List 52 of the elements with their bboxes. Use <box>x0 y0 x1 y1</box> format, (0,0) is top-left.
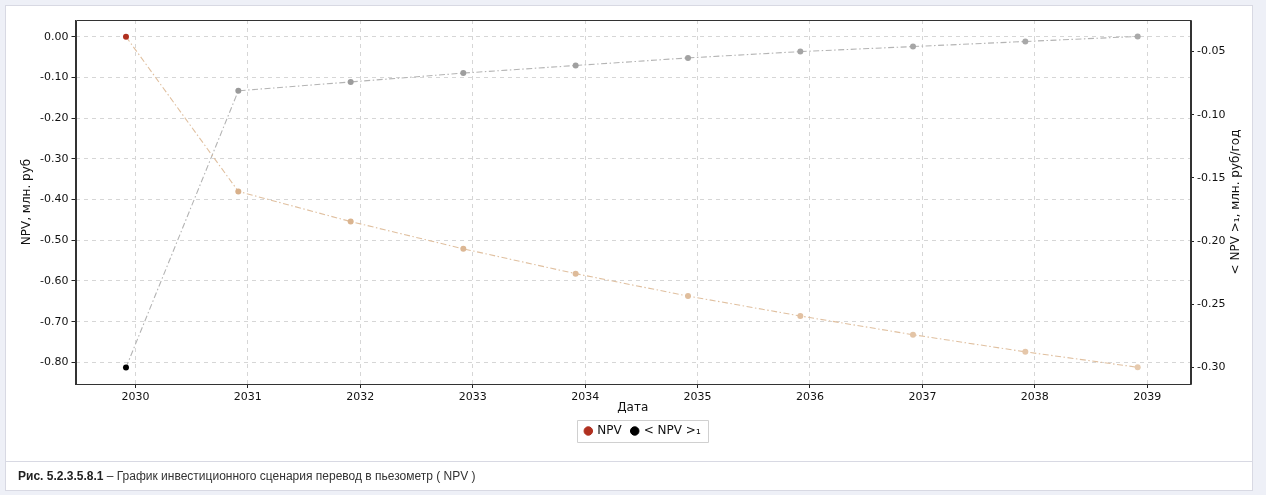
point <box>460 245 467 252</box>
point <box>122 33 129 40</box>
y2-tick-label: -0.15 <box>1197 170 1226 184</box>
x-tick-label: 2036 <box>795 390 824 404</box>
legend-label: < NPV >₁ <box>643 423 701 438</box>
y2-axis-title: < NPV >₁, млн. руб/год <box>1228 129 1243 275</box>
point <box>797 313 804 319</box>
y-tick-label: -0.80 <box>40 355 69 369</box>
point <box>1022 38 1029 45</box>
x-tick-label: 2033 <box>458 390 487 404</box>
y-tick-label: -0.50 <box>40 233 69 247</box>
y-tick-label: -0.60 <box>40 273 69 287</box>
point <box>235 188 242 195</box>
point <box>460 70 467 77</box>
x-tick-label: 2037 <box>908 390 937 404</box>
y2-tick-label: -0.05 <box>1197 44 1226 58</box>
point <box>347 218 354 225</box>
point <box>572 62 579 69</box>
y2-tick-label: -0.10 <box>1197 107 1226 121</box>
y-tick-label: 0.00 <box>44 29 69 43</box>
y-tick-label: -0.30 <box>40 151 69 165</box>
y2-tick-label: -0.30 <box>1197 360 1226 374</box>
point <box>1134 33 1141 40</box>
y2-tick-label: -0.20 <box>1197 234 1226 248</box>
x-tick-label: 2038 <box>1020 390 1049 404</box>
point <box>909 331 916 338</box>
x-tick-label: 2031 <box>233 390 262 404</box>
point <box>909 43 916 50</box>
x-tick-label: 2039 <box>1133 390 1162 404</box>
legend-label: NPV <box>597 423 623 438</box>
point <box>685 54 691 61</box>
point <box>347 78 354 85</box>
point <box>1022 348 1029 355</box>
y-axis-title: NPV, млн. руб <box>19 158 34 246</box>
point <box>797 48 804 55</box>
x-tick-label: 2032 <box>346 390 375 404</box>
x-tick-label: 2034 <box>571 390 600 404</box>
point <box>685 293 691 300</box>
point <box>1134 364 1141 371</box>
x-tick-label: 2030 <box>121 390 150 404</box>
point <box>122 364 129 371</box>
y-tick-label: -0.20 <box>40 110 69 124</box>
y-tick-label: -0.70 <box>40 314 69 328</box>
point <box>572 270 579 277</box>
y-tick-label: -0.10 <box>40 70 69 84</box>
y-tick-label: -0.40 <box>40 192 69 206</box>
point <box>235 87 242 94</box>
x-axis-title: Дата <box>617 399 649 414</box>
x-tick-label: 2035 <box>683 390 712 404</box>
text: – График инвестиционного сценария перевод в пьезометр ( NPV ) <box>106 469 476 483</box>
text: Рис. 5.2.3.5.8.1 <box>18 469 104 483</box>
y2-tick-label: -0.25 <box>1197 297 1226 311</box>
